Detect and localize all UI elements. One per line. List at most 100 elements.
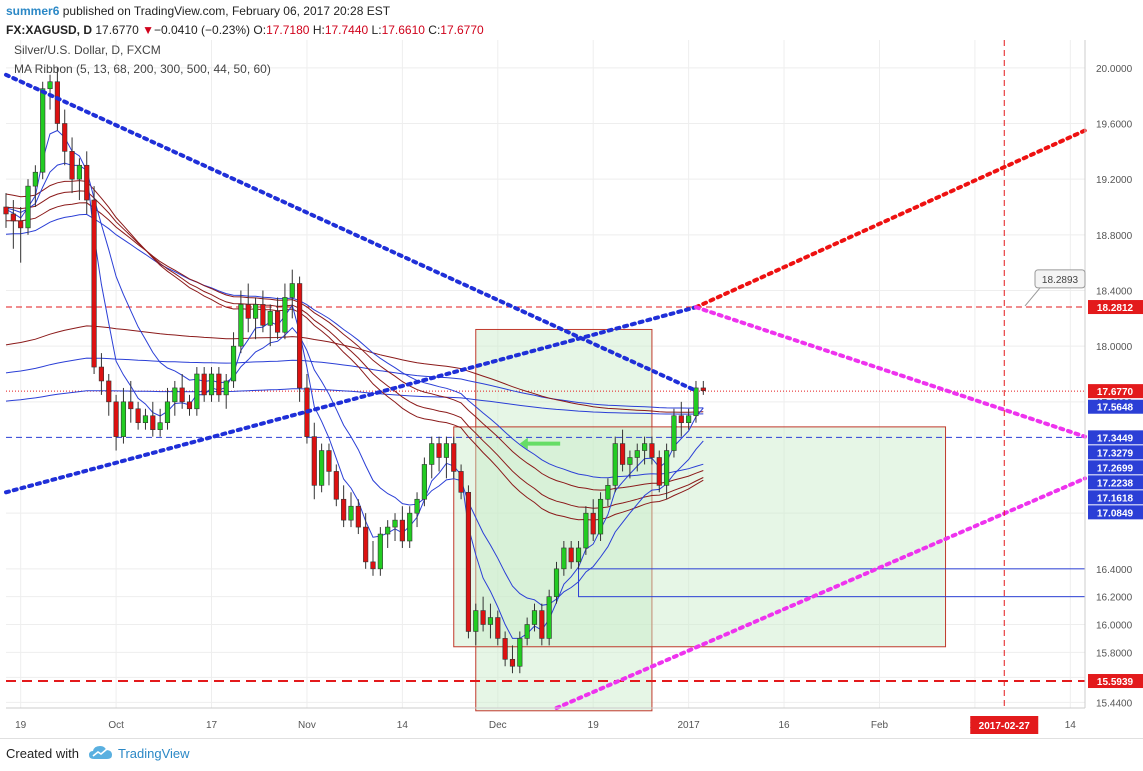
candle-body — [164, 401, 171, 424]
y-tick-label: 16.2000 — [1096, 593, 1133, 604]
candle-body — [561, 547, 567, 570]
high-label: H: — [312, 23, 325, 37]
low-label: L: — [371, 23, 382, 37]
candle-body — [575, 547, 582, 563]
candle-body — [120, 401, 127, 437]
price-label-text: 17.0849 — [1097, 508, 1134, 519]
candle-body — [664, 450, 670, 486]
candle-body — [282, 297, 288, 333]
candle-body — [25, 185, 31, 229]
x-tick-label: Feb — [871, 720, 889, 731]
x-tick-label: Dec — [489, 720, 507, 731]
candle-body — [32, 171, 38, 187]
price-label-text: 18.2812 — [1097, 303, 1134, 314]
price-label-badge — [1088, 460, 1143, 475]
price-chart[interactable]: 20.0000 19.6000 19.2000 18.8000 18.4000 18.00… — [0, 40, 1143, 738]
candle-body — [583, 512, 589, 549]
candle-body — [319, 450, 325, 486]
callout-bubble — [1034, 269, 1086, 289]
candle-body — [473, 610, 479, 632]
candle-body — [597, 498, 604, 535]
candle-body — [642, 443, 648, 451]
indicator-label: MA Ribbon (5, 13, 68, 200, 300, 500, 44,… — [14, 62, 271, 76]
high-value: 17.7440 — [324, 23, 369, 37]
publish-info: summer6 published on TradingView.com, Fe… — [6, 4, 390, 18]
x-tick-label: 17 — [206, 720, 218, 731]
author-link[interactable]: summer6 — [6, 4, 60, 18]
candle-body — [443, 443, 449, 458]
callout-label: 18.2893 — [1042, 275, 1079, 286]
y-tick-label: 15.4400 — [1096, 698, 1133, 709]
candle-body — [480, 610, 486, 625]
candle-body — [245, 304, 251, 319]
candle-body — [531, 610, 538, 625]
ohlc-legend: FX:XAGUSD, D 17.6770 ▼−0.0410 (−0.23%) O… — [6, 23, 484, 37]
price-label-badge — [1088, 384, 1143, 399]
candle-body — [311, 436, 317, 486]
open-label: O: — [253, 23, 267, 37]
y-tick-label: 19.6000 — [1096, 120, 1133, 131]
candle-body — [656, 457, 662, 486]
y-tick-label: 18.0000 — [1096, 342, 1133, 353]
candle-body — [553, 568, 560, 597]
price-label-text: 17.2238 — [1097, 478, 1134, 489]
close-value: 17.6770 — [440, 23, 484, 37]
price-label-text: 17.1618 — [1097, 493, 1134, 504]
price-label-badge — [1088, 430, 1143, 445]
callout-pointer — [1024, 287, 1041, 307]
candle-body — [3, 206, 9, 215]
candle-body — [370, 561, 376, 570]
chart-area[interactable]: 20.0000 19.6000 19.2000 18.8000 18.4000 18.00… — [0, 40, 1143, 738]
created-with-label: Created with — [6, 746, 79, 761]
candle-body — [157, 422, 163, 430]
candle-body — [223, 380, 229, 396]
price-label-text: 17.3279 — [1097, 448, 1134, 459]
candle-body — [509, 658, 516, 667]
candle-body — [135, 408, 141, 424]
candle-body — [238, 304, 244, 347]
candle-body — [267, 311, 273, 326]
candle-body — [69, 151, 75, 180]
candle-body — [62, 123, 68, 152]
candle-body — [297, 283, 303, 389]
candle-body — [590, 512, 596, 535]
candle-body — [377, 533, 383, 570]
down-arrow-icon: ▼ — [142, 23, 154, 37]
candle-body — [495, 617, 501, 639]
candle-body — [502, 638, 508, 660]
candle-body — [392, 519, 398, 528]
candle-body — [429, 443, 435, 465]
y-tick-label: 15.8000 — [1096, 648, 1133, 659]
candle-body — [216, 373, 222, 396]
candle-body — [612, 443, 618, 486]
symbol-label: FX:XAGUSD, D — [6, 23, 93, 37]
candle-body — [517, 638, 523, 667]
candle-body — [113, 401, 119, 437]
candle-body — [194, 373, 200, 410]
candle-body — [700, 387, 706, 391]
x-tick-label: 19 — [588, 720, 600, 731]
x-tick-label: 16 — [778, 720, 790, 731]
last-price: 17.6770 — [95, 23, 139, 37]
price-change: −0.0410 (−0.23%) — [153, 23, 251, 37]
tradingview-link[interactable]: TradingView — [118, 746, 190, 761]
candle-body — [10, 213, 16, 222]
candle-body — [18, 220, 24, 229]
candle-body — [348, 505, 354, 521]
price-label-text: 17.5648 — [1097, 403, 1134, 414]
candle-body — [326, 450, 332, 472]
candle-body — [414, 498, 420, 514]
candle-body — [546, 596, 552, 639]
x-tick-label: Nov — [298, 720, 316, 731]
candle-body — [568, 547, 574, 563]
candle-body — [230, 345, 237, 382]
candle-body — [208, 373, 215, 396]
projected-uptrend-line — [693, 128, 1087, 310]
candle-body — [487, 617, 494, 625]
candle-body — [693, 387, 699, 417]
candle-body — [47, 81, 53, 90]
candle-body — [399, 519, 405, 542]
candle-body — [385, 526, 391, 535]
y-tick-label: 18.8000 — [1096, 231, 1133, 242]
candle-body — [201, 373, 207, 396]
